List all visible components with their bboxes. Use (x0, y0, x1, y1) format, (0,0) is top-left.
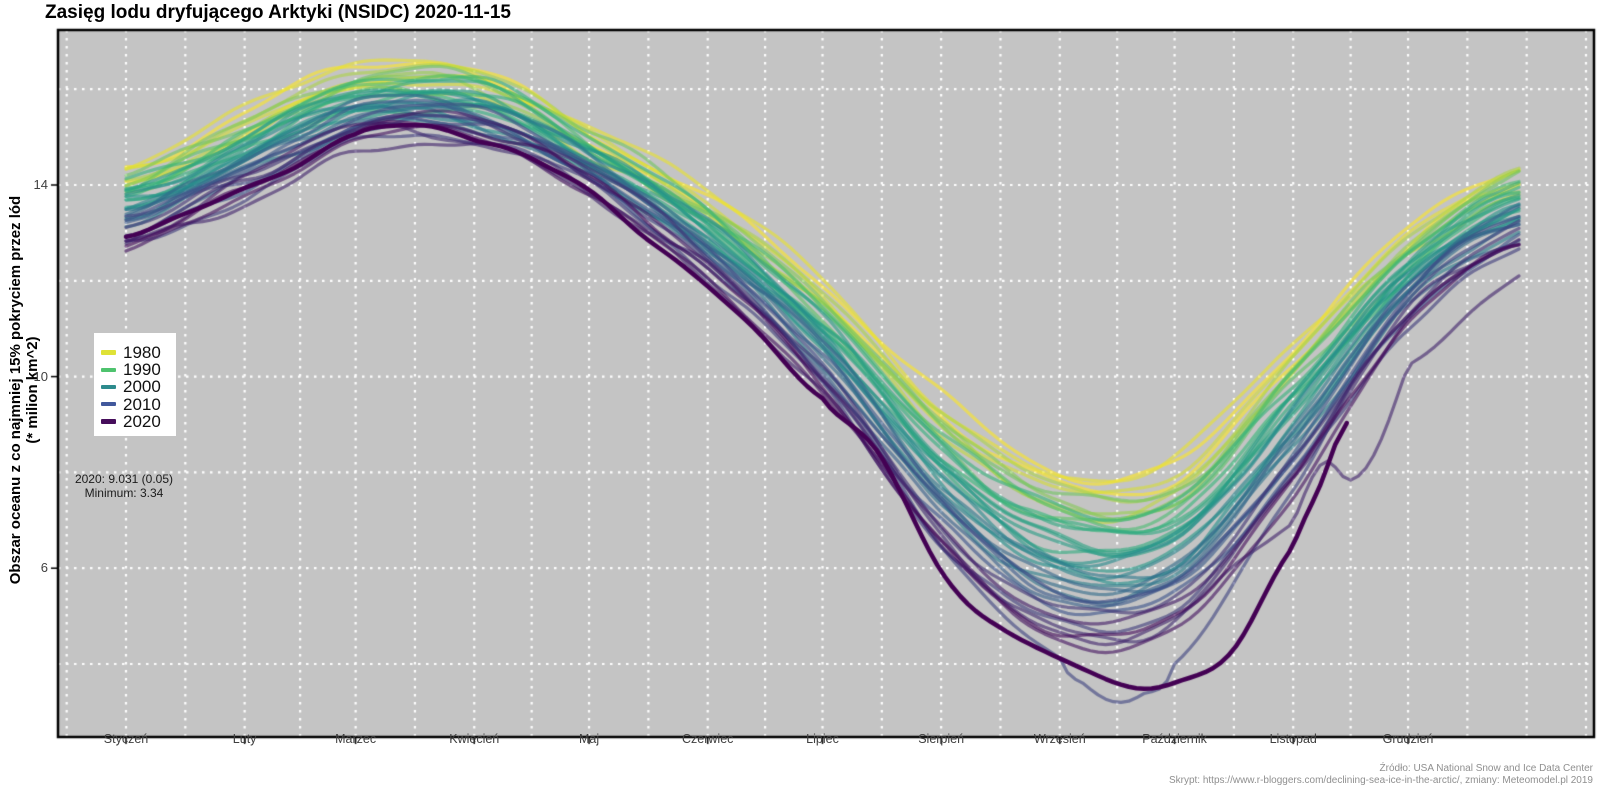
y-axis-title: Obszar oceanu z co najmniej 15% pokrycie… (6, 120, 42, 660)
x-tick-label: Maj (578, 732, 600, 746)
footer-source: Źródło: USA National Snow and Ice Data C… (1379, 763, 1593, 774)
y-axis-title-line1: Obszar oceanu z co najmniej 15% pokrycie… (7, 195, 24, 585)
x-tick-label: Czerwiec (682, 732, 734, 746)
legend-entry: 2010 (101, 396, 176, 413)
legend-entry-label: 2010 (123, 394, 161, 414)
y-axis-title-line2: (* milion km^2) (24, 336, 41, 444)
chart-title: Zasięg lodu dryfującego Arktyki (NSIDC) … (45, 2, 512, 23)
legend-entry: 1980 (101, 344, 176, 361)
x-tick-label: Październik (1142, 732, 1207, 746)
legend-entry: 1990 (101, 361, 176, 378)
legend-entry-label: 1990 (123, 360, 161, 380)
legend-swatch (101, 350, 116, 355)
y-tick-label: 14 (33, 177, 48, 192)
x-tick-label: Marzec (335, 732, 377, 746)
legend-entry-label: 1980 (123, 343, 161, 363)
x-tick-label: Kwiecień (449, 732, 500, 746)
x-tick-label: Lipiec (806, 732, 839, 746)
y-axis-title-text: Obszar oceanu z co najmniej 15% pokrycie… (7, 196, 41, 584)
x-tick-label: Luty (232, 732, 257, 746)
y-tick-label: 6 (40, 560, 48, 576)
x-tick-label: Styczeń (103, 732, 149, 746)
x-tick-label: Wrzesień (1033, 732, 1086, 746)
annotation: 2020: 9.031 (0.05) Minimum: 3.34 (40, 472, 208, 500)
footer-credits: Źródło: USA National Snow and Ice Data C… (1169, 763, 1593, 787)
legend-entry-label: 2020 (123, 411, 161, 431)
legend-swatch (101, 367, 116, 373)
legend-entry: 2020 (101, 413, 176, 430)
legend-swatch (101, 384, 116, 390)
x-tick-label: Grudzień (1382, 732, 1434, 746)
y-tick-label: 10 (33, 368, 48, 384)
legend-entry: 2000 (101, 378, 176, 395)
legend-swatch (101, 401, 116, 407)
footer-script: Skrypt: https://www.r-bloggers.com/decli… (1168, 775, 1593, 786)
legend: 1980 1990 2000 2010 2020 (94, 333, 176, 436)
legend-entry-label: 2000 (123, 377, 161, 397)
x-tick-label: Sierpień (918, 732, 965, 746)
annotation-line1: 2020: 9.031 (0.05) (74, 472, 174, 486)
annotation-line2: Minimum: 3.34 (84, 485, 164, 500)
x-tick-label: Listopad (1269, 732, 1317, 746)
legend-swatch (101, 419, 116, 424)
